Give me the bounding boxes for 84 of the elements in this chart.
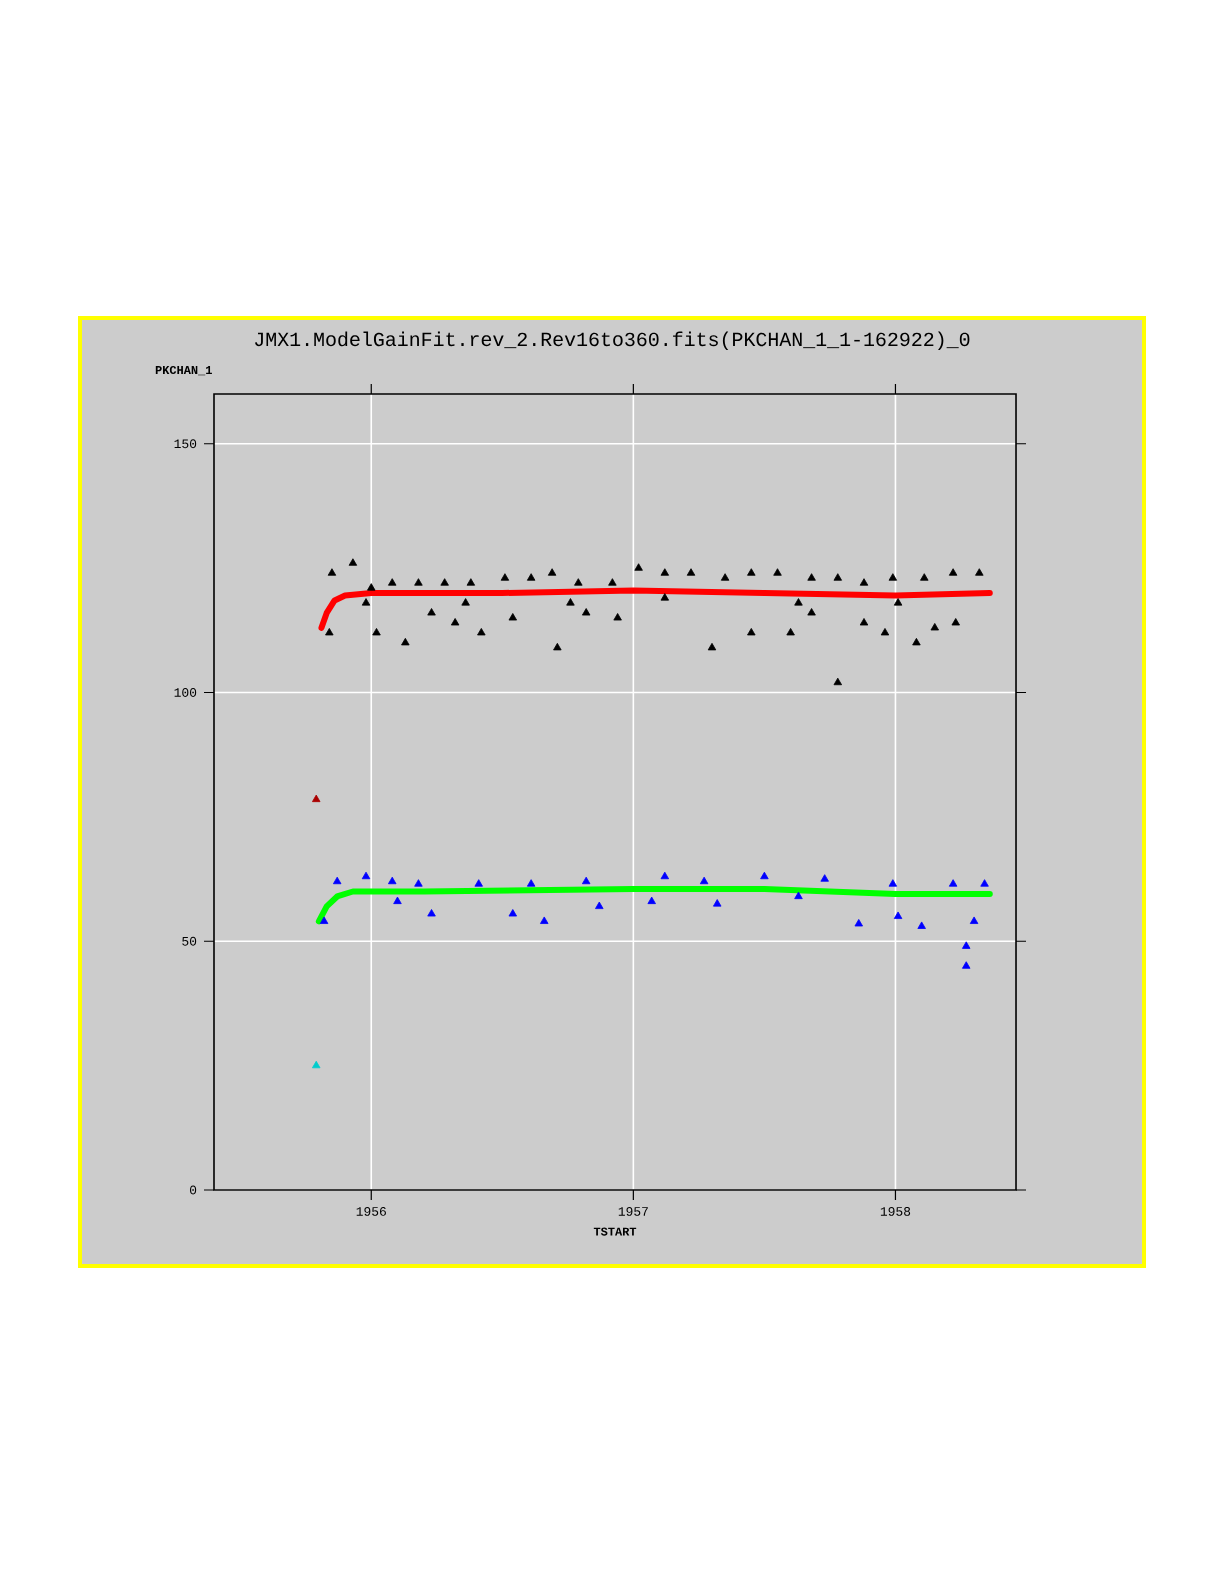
point <box>794 598 803 606</box>
point <box>747 627 756 636</box>
point <box>912 637 921 646</box>
point <box>786 627 795 636</box>
line-series <box>315 886 993 925</box>
point <box>859 578 869 586</box>
point <box>975 568 984 576</box>
point <box>794 891 803 900</box>
point <box>388 578 397 586</box>
point <box>660 568 670 576</box>
point <box>854 919 863 927</box>
point <box>547 568 557 576</box>
point <box>859 618 869 626</box>
point <box>917 921 926 929</box>
point <box>325 627 334 636</box>
point <box>312 794 321 803</box>
point <box>401 637 410 646</box>
point <box>508 613 517 621</box>
point <box>773 568 782 576</box>
point <box>707 642 717 651</box>
point <box>526 573 536 581</box>
point <box>427 608 436 616</box>
point <box>595 901 604 910</box>
point <box>893 911 903 919</box>
point <box>477 627 486 636</box>
point <box>440 578 449 586</box>
point <box>807 573 816 581</box>
point <box>713 899 722 907</box>
point <box>948 568 958 576</box>
point <box>361 871 371 880</box>
point <box>500 573 510 581</box>
point <box>980 879 989 887</box>
point <box>962 941 971 949</box>
point <box>888 573 898 581</box>
point <box>474 879 483 887</box>
point <box>930 623 939 631</box>
point <box>427 909 436 917</box>
point <box>361 598 371 606</box>
point <box>747 568 756 576</box>
point <box>574 578 583 586</box>
point <box>833 573 842 581</box>
point <box>820 874 829 882</box>
point <box>660 593 670 601</box>
point <box>720 573 730 581</box>
point <box>807 608 816 616</box>
point <box>948 879 958 887</box>
point <box>566 598 575 606</box>
point <box>613 613 622 621</box>
point <box>880 627 890 636</box>
point <box>581 876 591 885</box>
point <box>540 916 549 924</box>
point <box>553 642 562 651</box>
point <box>833 677 842 686</box>
point <box>686 568 696 576</box>
point <box>608 578 617 586</box>
point <box>760 871 769 880</box>
point <box>372 627 381 636</box>
point <box>660 871 670 880</box>
point <box>526 879 536 887</box>
chart-title: JMX1.ModelGainFit.rev_2.Rev16to360.fits(PKCHAN_1_1-162922)_0 <box>255 331 970 351</box>
point <box>920 573 929 581</box>
point <box>393 896 402 905</box>
point <box>647 896 656 905</box>
point <box>893 598 903 606</box>
point <box>951 618 960 626</box>
point <box>332 876 342 885</box>
point <box>699 876 709 885</box>
point <box>508 909 517 917</box>
point <box>414 578 423 586</box>
point <box>581 608 591 616</box>
point <box>414 879 423 887</box>
point <box>888 879 898 887</box>
point <box>319 916 329 924</box>
point <box>327 568 337 576</box>
point <box>367 583 376 591</box>
point <box>388 876 397 885</box>
point <box>450 618 460 626</box>
point <box>466 578 476 586</box>
point <box>312 1060 321 1069</box>
point <box>969 916 979 924</box>
point <box>461 598 470 606</box>
point <box>348 558 358 566</box>
point <box>634 563 643 571</box>
point <box>962 961 971 969</box>
